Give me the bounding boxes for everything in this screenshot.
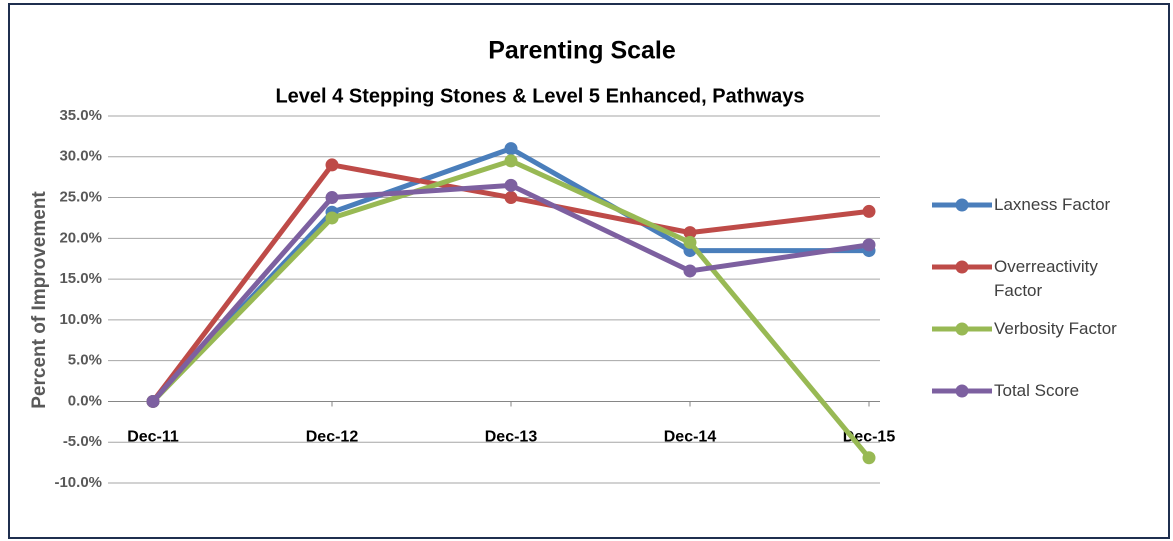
x-tick-label: Dec-14 <box>664 429 717 446</box>
legend-marker <box>955 198 969 212</box>
data-point <box>683 264 697 278</box>
legend-swatch <box>932 260 992 274</box>
data-point <box>504 178 518 192</box>
data-point <box>325 191 339 205</box>
y-axis-label: Percent of Improvement <box>29 191 50 409</box>
legend-swatch <box>932 322 992 336</box>
legend-marker <box>955 384 969 398</box>
data-point <box>862 451 876 465</box>
legend-swatch <box>932 198 992 212</box>
data-point <box>146 394 160 408</box>
legend-marker <box>955 322 969 336</box>
y-tick-label: 0.0% <box>68 392 102 409</box>
data-point <box>862 238 876 252</box>
legend-item: Laxness Factor <box>930 185 1130 247</box>
data-point <box>504 142 518 156</box>
x-tick-label: Dec-13 <box>485 429 538 446</box>
y-tick-label: 5.0% <box>68 352 102 369</box>
x-tick-label: Dec-12 <box>306 429 359 446</box>
data-point <box>862 204 876 218</box>
legend-swatch <box>932 384 992 398</box>
y-tick-label: -10.0% <box>54 474 102 491</box>
legend-item: Overreactivity Factor <box>930 247 1130 309</box>
legend-label: Verbosity Factor <box>994 319 1117 338</box>
y-tick-label: -5.0% <box>63 433 102 450</box>
legend-marker <box>955 260 969 274</box>
legend-label: Overreactivity Factor <box>994 257 1098 300</box>
legend-label: Total Score <box>994 381 1080 400</box>
y-tick-label: 10.0% <box>59 311 102 328</box>
y-tick-label: 15.0% <box>59 270 102 287</box>
data-point <box>325 211 339 225</box>
data-point <box>504 154 518 168</box>
legend: Laxness Factor Overreactivity Factor Verbo… <box>930 185 1130 433</box>
x-tick-label: Dec-11 <box>127 429 179 446</box>
legend-item: Total Score <box>930 371 1130 433</box>
data-point <box>683 235 697 249</box>
data-point <box>504 191 518 205</box>
legend-item: Verbosity Factor <box>930 309 1130 371</box>
chart-title: Parenting Scale <box>488 37 676 65</box>
legend-label: Laxness Factor <box>994 195 1111 214</box>
y-tick-label: 25.0% <box>59 189 102 206</box>
y-tick-label: 20.0% <box>59 229 102 246</box>
y-tick-label: 30.0% <box>59 148 102 165</box>
chart-subtitle: Level 4 Stepping Stones & Level 5 Enhanc… <box>275 85 804 107</box>
data-point <box>683 226 697 240</box>
frame <box>8 3 1170 539</box>
y-tick-label: 35.0% <box>59 107 102 124</box>
data-point <box>325 158 339 172</box>
